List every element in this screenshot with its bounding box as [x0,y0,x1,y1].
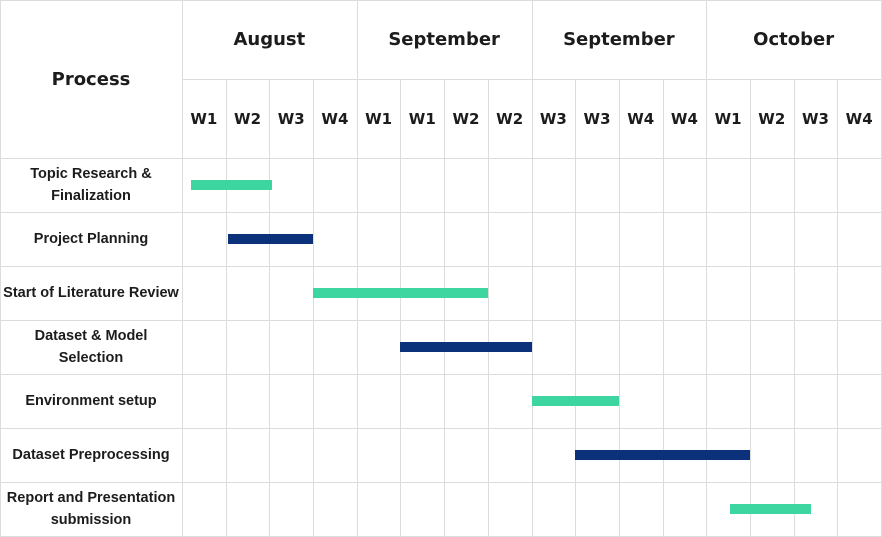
task-bar [400,342,532,352]
grid-line-left [0,0,1,537]
month-header: September [563,29,675,50]
grid-line-col [750,79,751,537]
task-label: Dataset Preprocessing [12,447,170,463]
task-bar [730,504,812,514]
week-header: W3 [277,109,305,128]
week-header: W2 [452,109,480,128]
week-header: W2 [758,109,786,128]
week-header: W1 [714,109,742,128]
grid-line-col [619,79,620,537]
week-header: W4 [670,109,698,128]
grid-line-row [0,320,882,321]
grid-line-col [794,79,795,537]
week-header: W4 [627,109,655,128]
grid-line-col [357,0,358,537]
grid-line-col [313,79,314,537]
week-header: W1 [190,109,218,128]
task-label: Topic Research & Finalization [30,166,152,204]
task-label: Project Planning [33,231,149,247]
grid-line-col [532,0,533,537]
grid-line-col [444,79,445,537]
task-label: Dataset & Model Selection [34,328,148,366]
grid-line-col [182,0,183,537]
week-header: W1 [408,109,436,128]
grid-line-row [0,266,882,267]
task-bar [313,288,488,298]
month-header: October [753,29,835,50]
week-header: W2 [496,109,524,128]
week-header: W3 [801,109,829,128]
week-header: W4 [845,109,873,128]
grid-line-col [575,79,576,537]
grid-line-row [0,428,882,429]
grid-line-col [400,79,401,537]
week-header: W1 [365,109,393,128]
task-bar [190,180,272,190]
week-header: W3 [539,109,567,128]
process-header: Process [51,68,131,90]
grid-line-col [837,79,838,537]
month-header: September [388,29,500,50]
grid-line-row [0,374,882,375]
grid-line-row [0,212,882,213]
grid-line-col [663,79,664,537]
grid-line-col [269,79,270,537]
task-bar [531,396,619,406]
grid-line-col [706,0,707,537]
grid-line-col [488,79,489,537]
grid-line-row [0,482,882,483]
grid-line-row [0,158,882,159]
task-label: Report and Presentation submission [6,490,176,528]
month-header: August [233,29,306,50]
week-header: W3 [583,109,611,128]
grid-line-top [0,0,882,1]
week-header: W2 [234,109,262,128]
grid-line-col [226,79,227,537]
task-label: Start of Literature Review [3,285,179,301]
task-label: Environment setup [25,393,157,409]
task-bar [575,450,750,460]
week-header: W4 [321,109,349,128]
task-bar [227,234,314,244]
